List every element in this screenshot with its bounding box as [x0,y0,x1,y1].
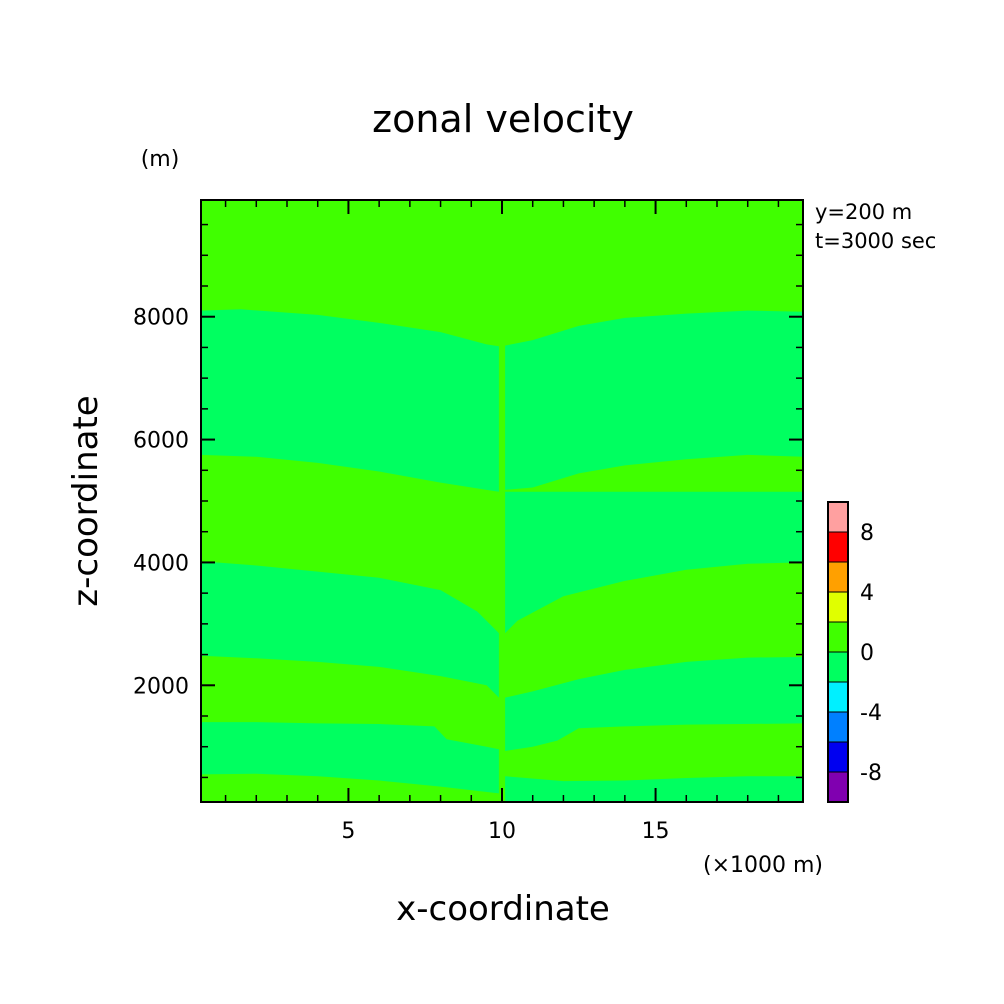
colorbar-swatch [827,681,849,713]
plot-area: 5 10 15 2000 4000 6000 8000 [133,199,804,844]
annotation-y: y=200 m [815,200,912,224]
colorbar-swatch [827,741,849,773]
colorbar-tick-label: -4 [860,701,882,726]
colorbar-swatch [827,531,849,563]
contour-band-7 [505,776,803,802]
x-unit-label: (×1000 m) [703,853,823,878]
x-tick-label: 15 [642,819,670,844]
chart-title: zonal velocity [372,97,634,141]
x-tick-label: 5 [341,819,355,844]
colorbar: -8 -4 0 4 8 [827,501,882,803]
colorbar-frame [827,501,849,803]
y-unit-label: (m) [141,147,180,172]
colorbar-tick-label: 8 [860,521,874,546]
colorbar-swatch [827,591,849,623]
x-axis-label: x-coordinate [396,889,610,929]
colorbar-swatch [827,711,849,743]
contour-band-2 [505,310,803,490]
colorbar-swatch [827,621,849,653]
colorbar-swatch [827,501,849,533]
colorbar-tick-label: 4 [860,581,874,606]
colorbar-swatch [827,561,849,593]
y-tick-label: 6000 [133,429,189,454]
contour-band-5 [505,657,803,751]
y-axis-label: z-coordinate [66,395,106,606]
y-tick-label: 4000 [133,551,189,576]
annotation-t: t=3000 sec [815,229,936,253]
y-tick-label: 2000 [133,674,189,699]
x-tick-label: 10 [488,819,516,844]
contour-band-1 [201,309,499,492]
colorbar-swatch [827,771,849,803]
contour-band-6 [201,722,499,794]
colorbar-tick-label: 0 [860,641,874,666]
colorbar-swatch [827,651,849,683]
y-tick-label: 8000 [133,306,189,331]
colorbar-tick-label: -8 [860,761,882,786]
contour-band-4 [505,491,803,634]
contour-band-3 [201,561,499,698]
